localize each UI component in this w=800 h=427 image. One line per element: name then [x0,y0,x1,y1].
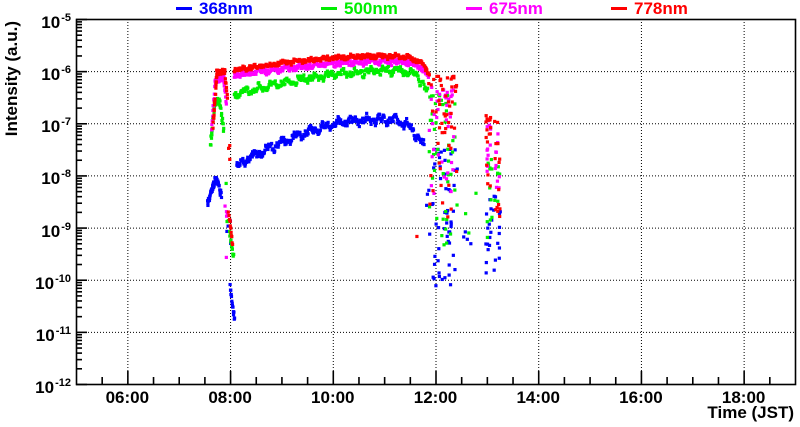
legend-label: 675nm [489,0,543,18]
legend-marker-500nm [321,7,337,10]
legend-marker-368nm [176,7,192,10]
x-tick-label: 16:00 [619,388,663,407]
x-tick-label: 14:00 [516,388,560,407]
legend-label: 778nm [634,0,688,18]
legend-entry-675nm: 675nm [466,0,543,17]
x-tick-label: 18:00 [721,388,766,407]
x-axis-title: Time (JST) [707,403,794,422]
x-tick-label: 12:00 [413,388,458,407]
legend-entry-368nm: 368nm [176,0,253,17]
y-tick-label: 10-6 [41,64,71,85]
y-tick-label: 10-7 [41,116,71,137]
y-tick-label: 10-5 [41,12,71,32]
legend-marker-778nm [611,7,627,10]
legend-entry-500nm: 500nm [321,0,398,17]
y-tick-label: 10-9 [41,220,71,241]
x-tick-label: 06:00 [105,388,150,407]
legend-label: 368nm [199,0,253,18]
y-tick-label: 10-8 [41,168,71,189]
y-tick-label: 10-10 [35,272,71,293]
legend-marker-675nm [466,7,482,10]
y-tick-label: 10-12 [35,377,71,397]
legend-entry-778nm: 778nm [611,0,688,17]
x-tick-label: 10:00 [311,388,355,407]
legend-label: 500nm [344,0,398,18]
x-tick-label: 08:00 [208,388,252,407]
y-tick-label: 10-11 [35,324,71,345]
